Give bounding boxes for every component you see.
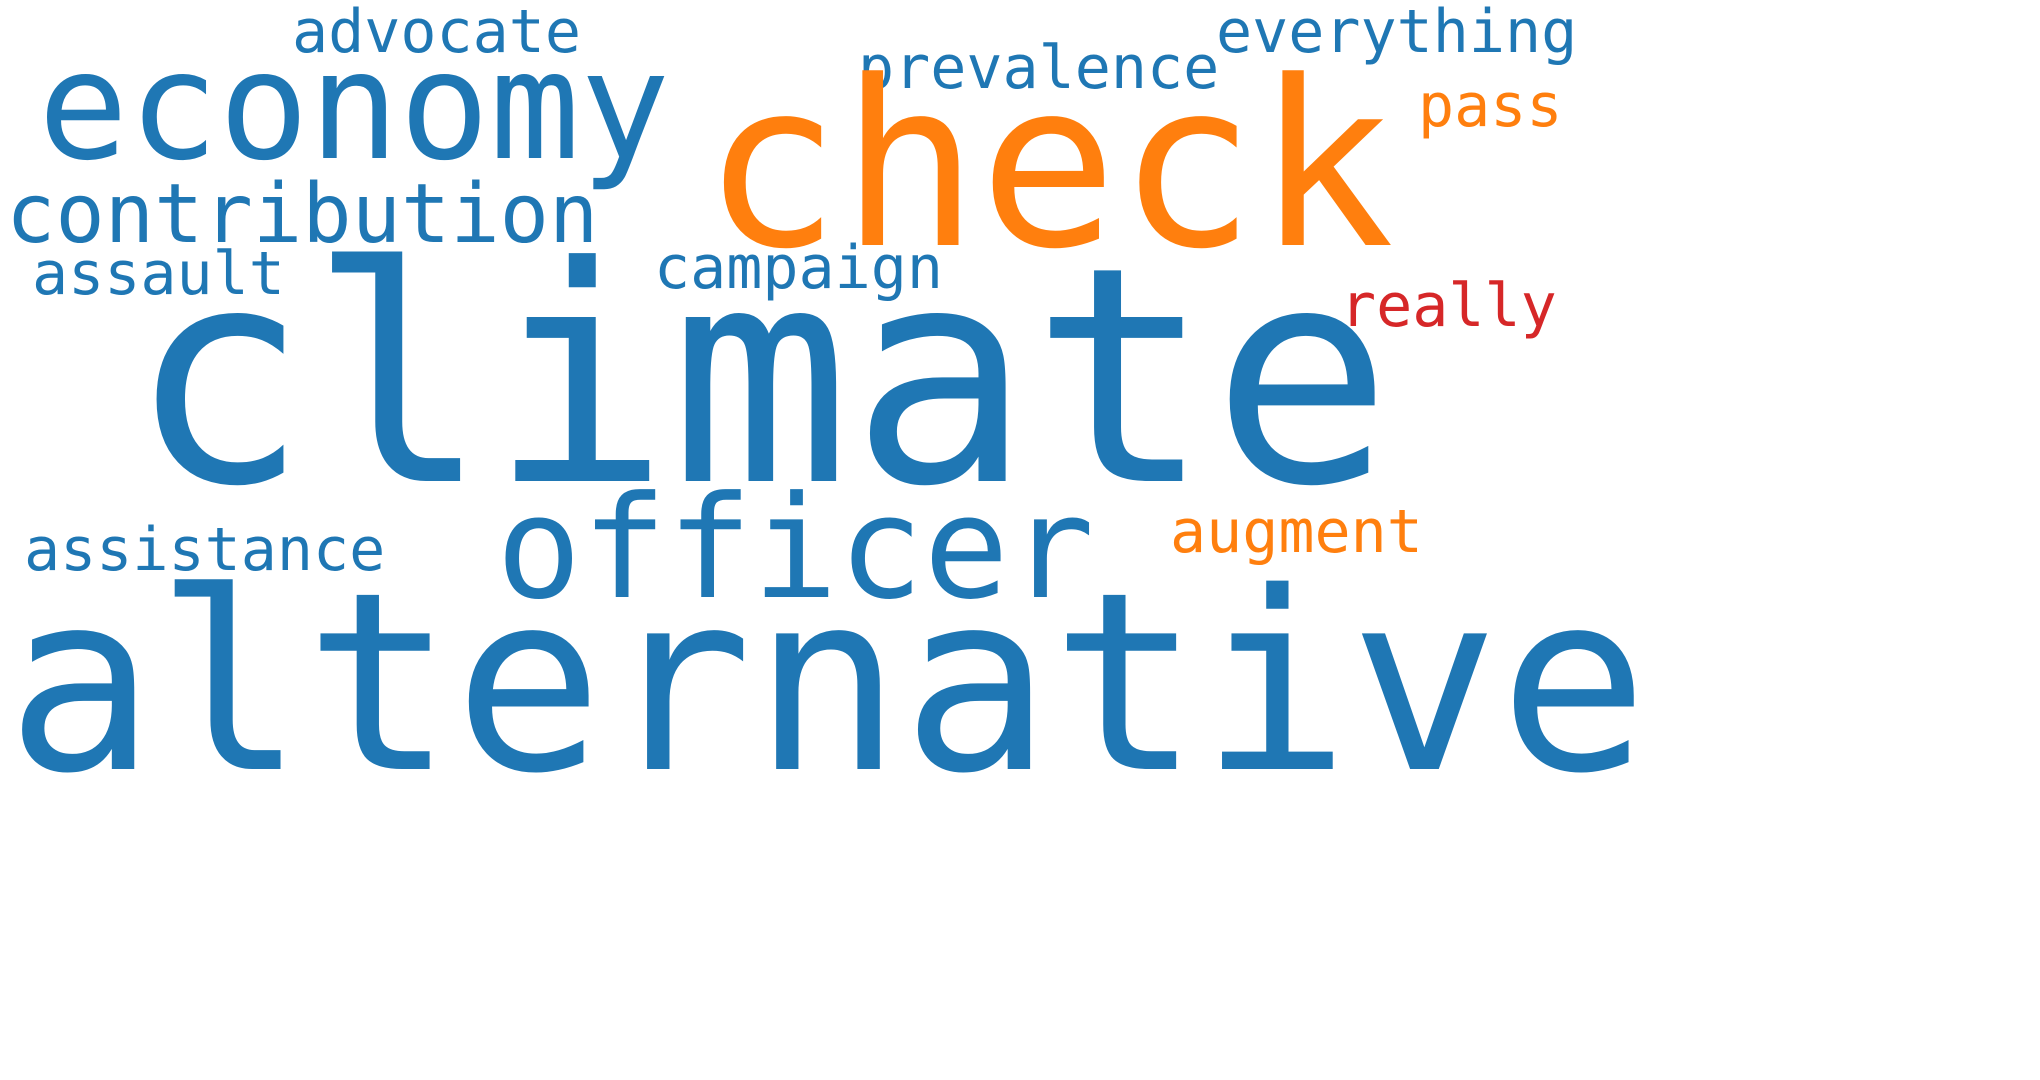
- word-everything: everything: [1216, 0, 1578, 67]
- word-pass: pass: [1418, 71, 1563, 141]
- word-cloud: advocate everything economy prevalence c…: [6, 0, 1649, 808]
- word-economy: economy: [38, 20, 671, 194]
- word-prevalence: prevalence: [858, 33, 1220, 103]
- word-officer: officer: [496, 466, 1095, 631]
- word-campaign: campaign: [654, 233, 943, 303]
- word-assistance: assistance: [24, 515, 386, 585]
- word-assault: assault: [32, 239, 285, 309]
- word-augment: augment: [1170, 497, 1423, 567]
- word-climate: climate: [128, 203, 1393, 552]
- word-alternative: alternative: [6, 540, 1649, 828]
- word-contribution: contribution: [6, 167, 599, 262]
- word-advocate: advocate: [292, 0, 581, 67]
- word-check: check: [702, 33, 1395, 300]
- word-really: really: [1340, 271, 1557, 341]
